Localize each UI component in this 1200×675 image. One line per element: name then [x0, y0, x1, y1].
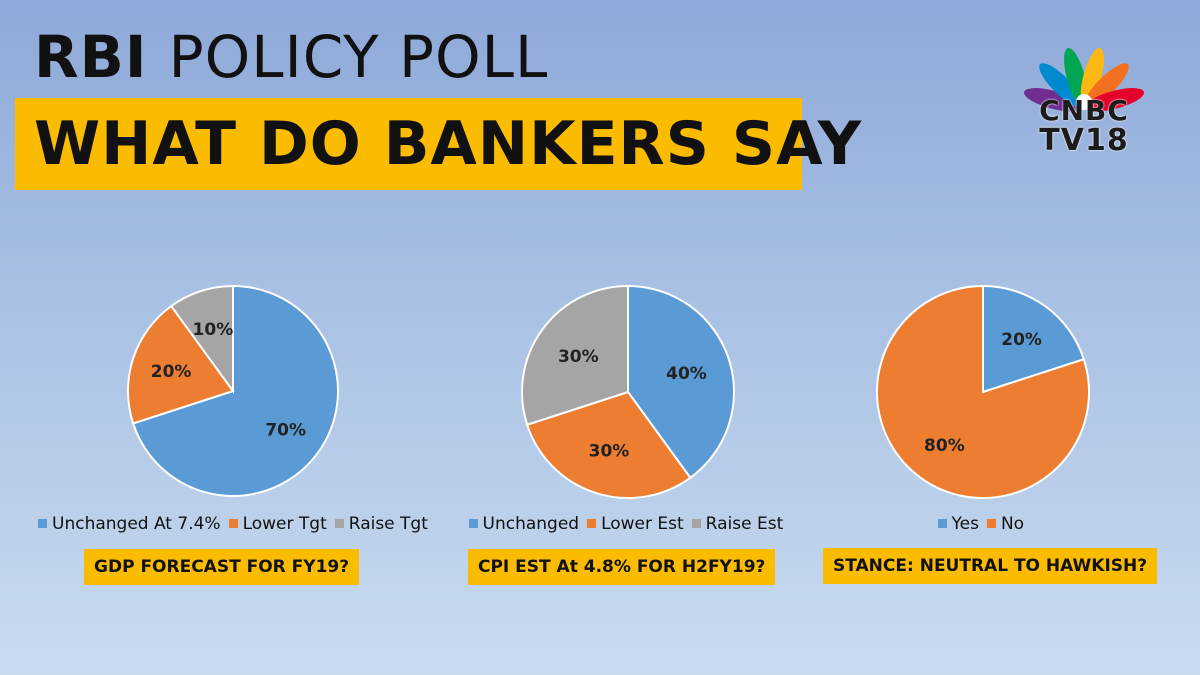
legend-swatch — [228, 519, 238, 528]
legend-item-gdp-1: Lower Tgt — [228, 514, 327, 534]
legend-gdp: Unchanged At 7.4% Lower Tgt Raise Tgt — [38, 514, 436, 534]
pie-slice-stance-1 — [876, 284, 1090, 499]
legend-cpi: Unchanged Lower Est Raise Est — [468, 514, 792, 534]
logo-tv18-text: TV18 — [1039, 123, 1129, 158]
pie-label-cpi-1: 30% — [589, 442, 630, 462]
question-stance: STANCE: NEUTRAL TO HAWKISH? — [823, 548, 1158, 584]
legend-swatch — [468, 519, 478, 528]
page-title: RBI POLICY POLL — [34, 22, 548, 92]
legend-label: Unchanged — [482, 514, 580, 534]
legend-swatch — [334, 519, 344, 528]
legend-swatch — [937, 519, 947, 528]
legend-item-cpi-1: Lower Est — [587, 514, 684, 534]
legend-stance: Yes No — [937, 514, 1033, 534]
pie-label-cpi-0: 40% — [666, 364, 707, 384]
pie-label-stance-0: 20% — [1001, 330, 1042, 350]
logo-cnbc-text: CNBC — [1039, 94, 1129, 127]
headline-banner: WHAT DO BANKERS SAY — [15, 98, 861, 190]
legend-item-gdp-0: Unchanged At 7.4% — [38, 514, 221, 534]
legend-item-gdp-2: Raise Tgt — [334, 514, 428, 534]
legend-label: Yes — [951, 514, 979, 534]
pie-slice-cpi-2 — [521, 284, 629, 427]
title-light: POLICY POLL — [168, 23, 549, 91]
legend-label: Lower Tgt — [242, 514, 327, 534]
legend-label: Lower Est — [601, 514, 684, 534]
legend-label: No — [1000, 514, 1025, 534]
question-gdp: GDP FORECAST FOR FY19? — [84, 549, 360, 585]
pie-slice-gdp-2 — [169, 284, 234, 395]
pie-slice-gdp-1 — [126, 304, 235, 425]
legend-swatch — [587, 519, 597, 528]
legend-label: Raise Tgt — [348, 514, 428, 534]
peacock-logo-icon — [1024, 48, 1144, 112]
legend-label: Raise Est — [705, 514, 784, 534]
legend-item-stance-1: No — [986, 514, 1025, 534]
legend-item-cpi-0: Unchanged — [468, 514, 580, 534]
pie-slice-stance-0 — [982, 284, 1086, 394]
pie-label-gdp-0: 70% — [265, 420, 306, 440]
pie-slice-cpi-1 — [525, 390, 692, 500]
legend-item-stance-0: Yes — [937, 514, 979, 534]
legend-item-cpi-2: Raise Est — [691, 514, 784, 534]
legend-label: Unchanged At 7.4% — [52, 514, 221, 534]
legend-swatch — [691, 519, 701, 528]
pie-slice-gdp-0 — [131, 284, 339, 497]
banner-text: WHAT DO BANKERS SAY — [34, 109, 863, 179]
legend-swatch — [38, 519, 47, 528]
pie-label-gdp-2: 10% — [193, 320, 234, 340]
legend-swatch — [986, 519, 996, 528]
pie-slice-cpi-0 — [627, 284, 736, 480]
pie-label-cpi-2: 30% — [558, 347, 599, 367]
question-cpi: CPI EST At 4.8% FOR H2FY19? — [468, 549, 776, 585]
title-bold: RBI — [34, 23, 148, 91]
pie-label-stance-1: 80% — [924, 436, 965, 456]
pie-label-gdp-1: 20% — [151, 362, 192, 382]
